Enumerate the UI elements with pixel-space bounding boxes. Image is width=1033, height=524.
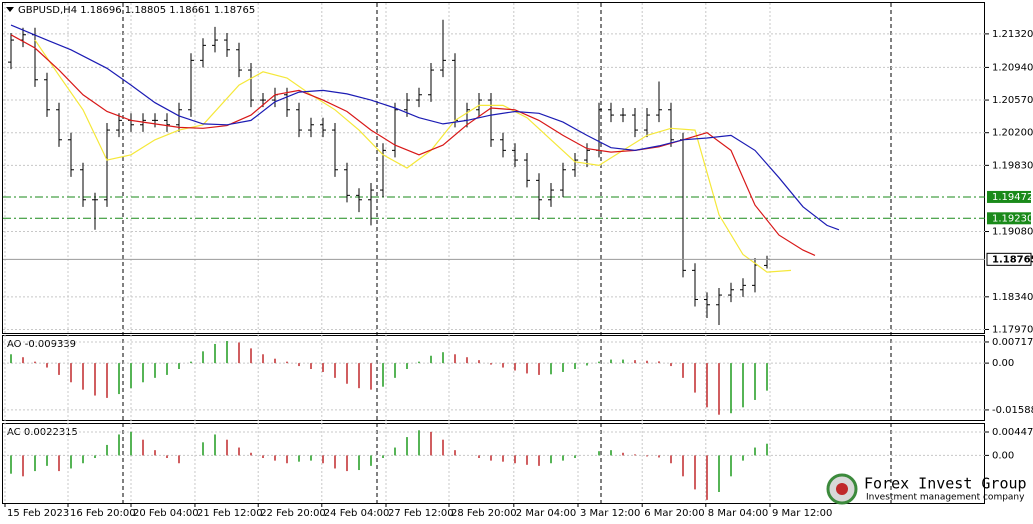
- moving-average: [34, 39, 792, 273]
- moving-average: [10, 24, 840, 231]
- logo-core: [836, 483, 848, 495]
- level-label: 1.19230: [992, 213, 1033, 224]
- y-tick-label: 1.20570: [992, 95, 1033, 106]
- x-tick-label: 22 Feb 20:00: [260, 508, 326, 519]
- x-tick-label: 28 Feb 20:00: [451, 508, 517, 519]
- y-tick-label: 1.20200: [992, 128, 1033, 139]
- main-panel-frame: [2, 2, 985, 334]
- day-separators: [122, 3, 892, 503]
- x-tick-label: 24 Feb 04:00: [324, 508, 390, 519]
- level-label-box: [987, 190, 1031, 203]
- y-tick-label: 1.20940: [992, 62, 1033, 73]
- y-tick-label: -0.015884: [992, 405, 1033, 416]
- last-price-box: [986, 252, 1032, 266]
- moving-average: [10, 34, 816, 256]
- y-tick-label: 1.17970: [992, 324, 1033, 335]
- watermark-tagline: Investment management company: [866, 493, 1025, 503]
- watermark-name: Forex Invest Group OU: [864, 475, 1033, 493]
- x-tick-label: 8 Mar 04:00: [708, 508, 768, 519]
- ao-panel-frame: [2, 335, 985, 421]
- x-tick-label: 21 Feb 12:00: [197, 508, 263, 519]
- x-tick-label: 2 Mar 04:00: [516, 508, 576, 519]
- level-label-box: [987, 212, 1031, 225]
- y-tick-label: 0.007176: [992, 337, 1033, 348]
- x-tick-label: 6 Mar 20:00: [644, 508, 704, 519]
- watermark: Forex Invest Group OU Investment managem…: [826, 473, 1033, 505]
- x-tick-label: 15 Feb 2023: [7, 508, 69, 519]
- y-tick-label: 1.18340: [992, 292, 1033, 303]
- ao-title: AO -0.009339: [7, 339, 76, 350]
- y-tick-label: 1.21320: [992, 29, 1033, 40]
- y-tick-label: 0.004471: [992, 427, 1033, 438]
- ac-panel-frame: [2, 423, 985, 504]
- title-marker: [6, 7, 14, 12]
- x-tick-label: 3 Mar 12:00: [580, 508, 640, 519]
- level-label: 1.19472: [992, 192, 1033, 203]
- chart-title: GBPUSD,H4 1.18696 1.18805 1.18661 1.1876…: [18, 5, 255, 16]
- y-tick-label: 0.00: [992, 358, 1014, 369]
- last-price-label: 1.18765: [992, 254, 1033, 265]
- price-bars: [8, 19, 770, 326]
- ac-title: AC 0.0022315: [7, 427, 78, 438]
- x-tick-label: 20 Feb 04:00: [133, 508, 199, 519]
- y-tick-label: 1.19830: [992, 160, 1033, 171]
- y-tick-label: 1.19080: [992, 227, 1033, 238]
- x-tick-label: 9 Mar 12:00: [772, 508, 832, 519]
- x-tick-label: 27 Feb 12:00: [388, 508, 454, 519]
- y-tick-label: 0.00: [992, 450, 1014, 461]
- x-tick-label: 16 Feb 20:00: [70, 508, 136, 519]
